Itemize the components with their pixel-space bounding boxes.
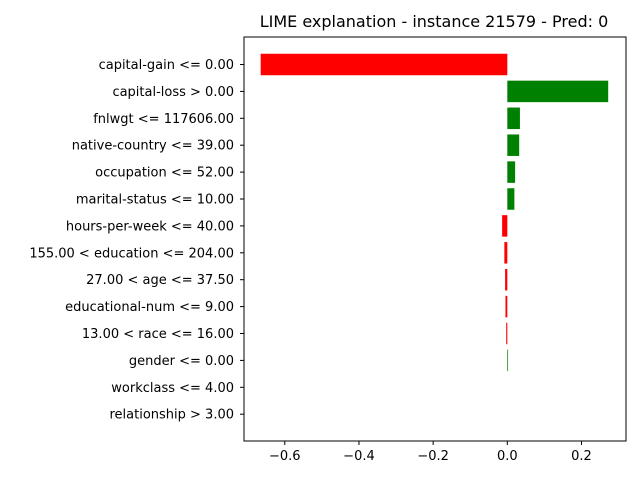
- y-tick-label-6: hours-per-week <= 40.00: [66, 219, 234, 234]
- bar-9: [505, 295, 508, 318]
- x-tick-label-4: 0.2: [571, 449, 592, 464]
- bar-4: [507, 161, 516, 183]
- plot-area-frame: [243, 36, 627, 442]
- chart-title: LIME explanation - instance 21579 - Pred…: [260, 12, 609, 31]
- bar-11: [507, 349, 509, 372]
- bar-1: [507, 80, 609, 103]
- x-axis: −0.6 −0.4 −0.2 0.0 0.2: [269, 441, 592, 464]
- y-tick-label-1: capital-loss > 0.00: [112, 85, 234, 100]
- y-tick-label-2: fnlwgt <= 117606.00: [93, 112, 234, 127]
- y-tick-label-3: native-country <= 39.00: [72, 139, 234, 154]
- y-tick-label-12: workclass <= 4.00: [111, 381, 234, 396]
- bar-10: [506, 322, 508, 345]
- y-tick-label-7: 155.00 < education <= 204.00: [29, 246, 234, 261]
- y-tick-label-10: 13.00 < race <= 16.00: [82, 327, 234, 342]
- x-tick-label-2: −0.2: [417, 449, 449, 464]
- x-tick-label-0: −0.6: [269, 449, 301, 464]
- y-tick-label-5: marital-status <= 10.00: [76, 193, 234, 208]
- y-tick-label-11: gender <= 0.00: [129, 354, 234, 369]
- x-tick-label-3: 0.0: [497, 449, 518, 464]
- bar-5: [507, 188, 515, 210]
- y-tick-label-4: occupation <= 52.00: [95, 166, 234, 181]
- bar-8: [505, 268, 508, 291]
- y-axis: capital-gain <= 0.00 capital-loss > 0.00 f…: [29, 58, 244, 423]
- y-tick-label-0: capital-gain <= 0.00: [99, 58, 234, 73]
- bars-group: [260, 53, 609, 372]
- bar-3: [507, 134, 520, 156]
- x-tick-label-1: −0.4: [343, 449, 375, 464]
- y-tick-label-13: relationship > 3.00: [109, 408, 234, 423]
- y-tick-label-8: 27.00 < age <= 37.50: [86, 273, 234, 288]
- bar-0: [260, 53, 508, 76]
- y-tick-label-9: educational-num <= 9.00: [65, 300, 234, 315]
- bar-2: [507, 107, 520, 130]
- bar-7: [504, 242, 508, 264]
- bar-6: [502, 215, 508, 237]
